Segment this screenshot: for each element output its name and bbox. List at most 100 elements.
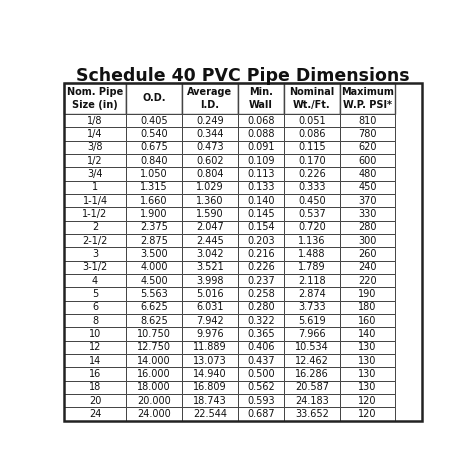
Text: 4: 4 <box>92 276 98 286</box>
Bar <box>182 154 237 167</box>
Text: 1: 1 <box>92 182 98 192</box>
Bar <box>284 274 340 288</box>
Bar <box>284 327 340 341</box>
Text: 14: 14 <box>89 356 101 366</box>
Text: 1/8: 1/8 <box>87 116 103 126</box>
Bar <box>182 327 237 341</box>
Text: 3/4: 3/4 <box>87 169 103 179</box>
Bar <box>182 394 237 407</box>
Text: 6: 6 <box>92 302 98 312</box>
Text: 0.450: 0.450 <box>298 196 326 206</box>
Text: 8.625: 8.625 <box>140 316 168 326</box>
Bar <box>340 221 395 234</box>
Text: 130: 130 <box>358 342 377 352</box>
Text: 12: 12 <box>89 342 101 352</box>
Text: 1.590: 1.590 <box>196 209 224 219</box>
Text: 16.000: 16.000 <box>137 369 171 379</box>
Text: 1.315: 1.315 <box>140 182 168 192</box>
Text: 0.687: 0.687 <box>247 409 274 419</box>
Bar <box>284 341 340 354</box>
Text: 1.660: 1.660 <box>140 196 168 206</box>
Text: 16.286: 16.286 <box>295 369 329 379</box>
Text: 0.537: 0.537 <box>298 209 326 219</box>
Text: Nom. Pipe
Size (in): Nom. Pipe Size (in) <box>67 87 123 109</box>
Text: 22.544: 22.544 <box>193 409 227 419</box>
Bar <box>284 354 340 367</box>
Text: 5: 5 <box>92 289 98 299</box>
Text: 0.051: 0.051 <box>298 116 326 126</box>
Bar <box>284 314 340 327</box>
Bar <box>127 140 182 154</box>
Text: 120: 120 <box>358 409 377 419</box>
Text: 18: 18 <box>89 382 101 392</box>
Text: 7.966: 7.966 <box>298 329 326 339</box>
Bar <box>127 367 182 381</box>
Text: 1.029: 1.029 <box>196 182 224 192</box>
Text: 300: 300 <box>358 236 377 246</box>
Bar <box>182 288 237 301</box>
Bar <box>64 248 127 261</box>
Bar <box>237 140 284 154</box>
Text: 3/8: 3/8 <box>87 142 103 152</box>
Text: 0.226: 0.226 <box>247 262 275 272</box>
Text: 11.889: 11.889 <box>193 342 227 352</box>
Bar <box>182 234 237 248</box>
Bar <box>64 367 127 381</box>
Bar <box>127 407 182 421</box>
Bar <box>237 234 284 248</box>
Bar <box>127 180 182 194</box>
Text: 810: 810 <box>358 116 377 126</box>
Text: 0.113: 0.113 <box>247 169 274 179</box>
Text: 5.016: 5.016 <box>196 289 224 299</box>
Bar <box>182 354 237 367</box>
Text: 0.473: 0.473 <box>196 142 224 152</box>
Bar <box>340 154 395 167</box>
Text: 10.750: 10.750 <box>137 329 171 339</box>
Text: 1-1/4: 1-1/4 <box>82 196 108 206</box>
Bar <box>237 180 284 194</box>
Bar <box>340 180 395 194</box>
Text: 5.563: 5.563 <box>140 289 168 299</box>
Text: 180: 180 <box>358 302 377 312</box>
Bar <box>127 327 182 341</box>
Bar <box>237 221 284 234</box>
Bar <box>237 367 284 381</box>
Text: 0.675: 0.675 <box>140 142 168 152</box>
Bar <box>340 407 395 421</box>
Text: 18.743: 18.743 <box>193 396 227 406</box>
Bar <box>340 327 395 341</box>
Text: 4.000: 4.000 <box>140 262 168 272</box>
Text: 12.750: 12.750 <box>137 342 171 352</box>
Bar <box>237 114 284 127</box>
Bar <box>284 301 340 314</box>
Text: 0.216: 0.216 <box>247 249 274 259</box>
Text: 1/2: 1/2 <box>87 156 103 166</box>
Bar <box>182 140 237 154</box>
Bar <box>127 261 182 274</box>
Bar <box>64 167 127 180</box>
Text: 0.249: 0.249 <box>196 116 224 126</box>
Bar <box>64 114 127 127</box>
Bar <box>182 248 237 261</box>
Bar <box>127 274 182 288</box>
Text: 130: 130 <box>358 356 377 366</box>
Bar <box>182 127 237 140</box>
Bar <box>182 167 237 180</box>
Text: 2.375: 2.375 <box>140 222 168 232</box>
Bar <box>284 288 340 301</box>
Bar <box>237 394 284 407</box>
Bar <box>64 234 127 248</box>
Text: 0.140: 0.140 <box>247 196 274 206</box>
Text: 1.136: 1.136 <box>298 236 326 246</box>
Text: 1.900: 1.900 <box>140 209 168 219</box>
Text: 0.115: 0.115 <box>298 142 326 152</box>
Text: 3.998: 3.998 <box>196 276 224 286</box>
Text: 2.047: 2.047 <box>196 222 224 232</box>
Bar <box>182 180 237 194</box>
Text: 0.562: 0.562 <box>247 382 275 392</box>
Bar <box>182 381 237 394</box>
Text: 0.405: 0.405 <box>140 116 168 126</box>
Bar <box>64 314 127 327</box>
Bar <box>340 381 395 394</box>
Text: 16.809: 16.809 <box>193 382 227 392</box>
